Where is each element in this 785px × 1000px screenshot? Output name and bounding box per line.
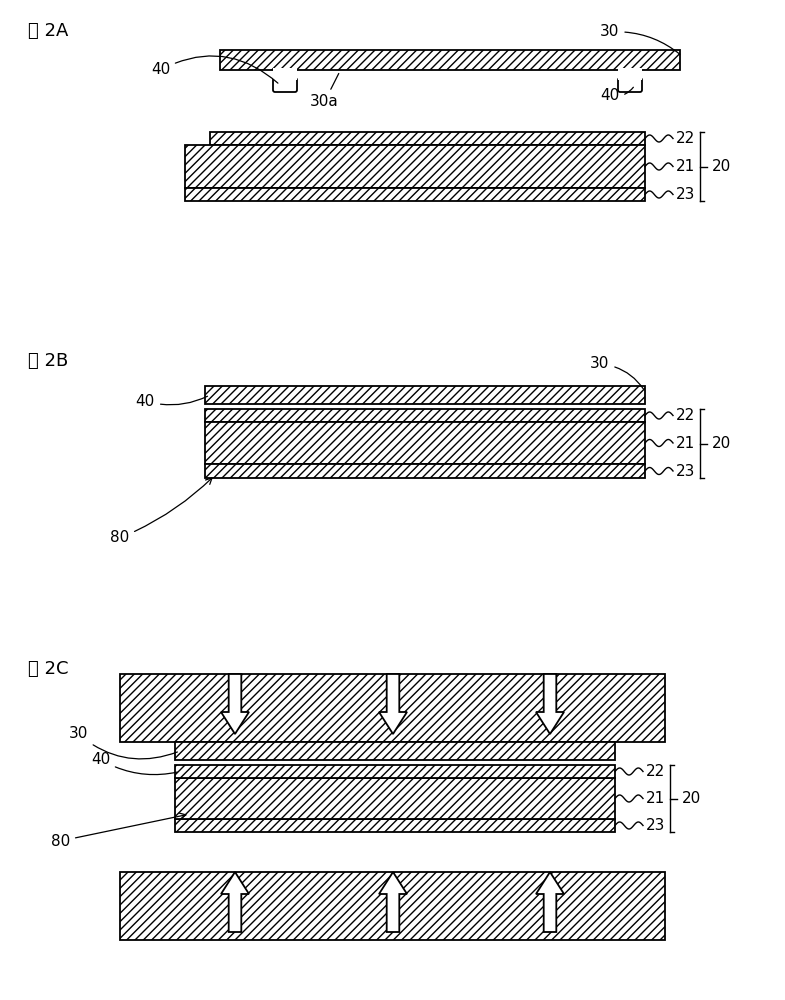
- Bar: [210, 132, 645, 145]
- Text: 图 2C: 图 2C: [28, 660, 68, 678]
- Text: 20: 20: [712, 159, 732, 174]
- FancyBboxPatch shape: [618, 78, 642, 92]
- Text: 22: 22: [676, 408, 696, 423]
- Text: 80: 80: [51, 813, 186, 848]
- Bar: [175, 742, 615, 760]
- Text: 21: 21: [676, 436, 696, 450]
- Ellipse shape: [620, 70, 640, 90]
- Polygon shape: [379, 872, 407, 932]
- Text: 40: 40: [151, 56, 278, 83]
- Bar: [205, 464, 645, 478]
- Bar: [120, 674, 665, 742]
- Text: 21: 21: [646, 791, 665, 806]
- Bar: [175, 765, 615, 778]
- Text: 20: 20: [712, 436, 732, 451]
- Text: 图 2A: 图 2A: [28, 22, 68, 40]
- Polygon shape: [221, 872, 249, 932]
- Text: 30: 30: [68, 726, 177, 759]
- Bar: [618, 68, 642, 80]
- Polygon shape: [221, 674, 249, 734]
- FancyBboxPatch shape: [273, 78, 297, 92]
- Ellipse shape: [275, 70, 295, 90]
- Bar: [185, 145, 645, 188]
- Text: 23: 23: [646, 818, 666, 833]
- Text: 23: 23: [676, 187, 696, 202]
- Bar: [220, 50, 680, 70]
- Text: 21: 21: [676, 159, 696, 174]
- Text: 20: 20: [682, 791, 701, 806]
- Text: 40: 40: [136, 393, 207, 408]
- Text: 30: 30: [590, 357, 644, 389]
- Text: 图 2B: 图 2B: [28, 352, 68, 370]
- Text: 22: 22: [646, 764, 665, 779]
- Bar: [175, 778, 615, 819]
- Text: 23: 23: [676, 464, 696, 479]
- Bar: [120, 872, 665, 940]
- Bar: [205, 386, 645, 404]
- Text: 40: 40: [91, 752, 177, 775]
- Text: 40: 40: [600, 87, 633, 103]
- Polygon shape: [536, 674, 564, 734]
- Text: 22: 22: [676, 131, 696, 146]
- Text: 30a: 30a: [310, 73, 339, 109]
- Bar: [273, 68, 297, 80]
- Text: 80: 80: [110, 478, 212, 546]
- Bar: [185, 188, 645, 201]
- Polygon shape: [536, 872, 564, 932]
- Bar: [175, 819, 615, 832]
- Polygon shape: [379, 674, 407, 734]
- Bar: [205, 422, 645, 464]
- Bar: [205, 409, 645, 422]
- Text: 30: 30: [600, 24, 680, 54]
